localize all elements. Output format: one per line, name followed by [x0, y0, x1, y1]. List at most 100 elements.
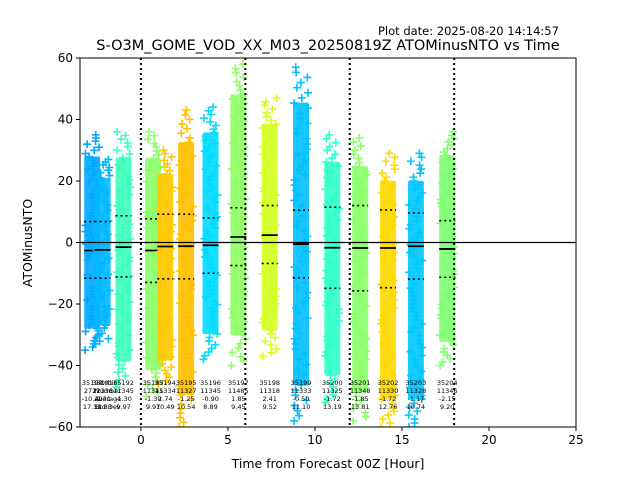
data-point — [187, 326, 196, 335]
data-point — [175, 423, 184, 427]
data-point — [391, 391, 400, 400]
data-point — [297, 93, 306, 102]
data-point — [182, 377, 191, 386]
data-point — [116, 334, 125, 343]
data-point — [188, 152, 197, 161]
data-point — [158, 173, 167, 182]
data-point — [269, 202, 278, 211]
data-point — [229, 112, 238, 121]
stat-row-label: Number — [95, 387, 121, 395]
orbit-stat-label: 12.76 — [379, 403, 398, 411]
data-point — [235, 108, 244, 117]
data-point — [350, 281, 359, 290]
data-point — [100, 291, 109, 300]
data-point — [321, 351, 330, 360]
data-point — [388, 399, 397, 408]
data-point — [154, 150, 163, 159]
data-point — [182, 312, 191, 321]
data-point — [187, 395, 196, 404]
data-point — [389, 276, 398, 285]
data-point — [101, 321, 110, 330]
data-point — [413, 232, 422, 241]
data-point — [115, 320, 124, 329]
data-point — [259, 150, 268, 159]
data-point — [236, 352, 245, 361]
data-point — [113, 268, 122, 277]
data-point — [405, 403, 414, 412]
data-point — [384, 335, 393, 344]
data-point — [409, 387, 418, 396]
data-point — [101, 187, 110, 196]
data-point — [359, 375, 368, 384]
data-point — [240, 265, 249, 274]
data-point — [266, 341, 275, 350]
data-point — [272, 221, 281, 230]
data-point — [125, 253, 134, 262]
data-point — [357, 367, 366, 376]
data-point — [238, 282, 247, 291]
data-point — [303, 73, 312, 82]
data-point — [240, 169, 249, 178]
data-point — [270, 247, 279, 256]
data-point — [154, 379, 163, 388]
data-point — [178, 142, 187, 151]
data-point — [113, 353, 122, 362]
data-point — [148, 235, 157, 244]
orbit-stat-label: -10.20 — [82, 395, 103, 403]
data-point — [145, 277, 154, 286]
data-point — [334, 305, 343, 314]
data-point — [161, 366, 170, 375]
data-point — [258, 123, 267, 132]
orbit-stat-label: -1.30 — [115, 395, 132, 403]
data-point — [385, 264, 394, 273]
orbit-stat-label: -1.85 — [352, 395, 369, 403]
data-point — [445, 185, 454, 194]
data-point — [361, 355, 370, 364]
data-point — [201, 245, 210, 254]
data-point — [352, 322, 361, 331]
orbit-stat-label: 35197 — [228, 379, 249, 387]
data-point — [383, 343, 392, 352]
data-point — [445, 246, 454, 255]
data-point — [81, 346, 90, 355]
data-point — [92, 281, 101, 290]
data-point — [354, 297, 363, 306]
data-point — [235, 130, 244, 139]
data-point — [185, 317, 194, 326]
data-point — [237, 226, 246, 235]
data-point — [232, 295, 241, 304]
data-point — [146, 319, 155, 328]
data-point — [228, 348, 237, 357]
data-point — [152, 369, 161, 378]
data-point — [158, 346, 167, 355]
data-point — [350, 384, 359, 393]
data-point — [353, 211, 362, 220]
data-point — [237, 182, 246, 191]
data-point — [298, 252, 307, 261]
data-point — [104, 155, 113, 164]
data-point — [209, 315, 218, 324]
data-point — [126, 235, 135, 244]
data-point — [162, 251, 171, 260]
data-point — [113, 146, 122, 155]
data-point — [381, 204, 390, 213]
data-point — [115, 275, 124, 284]
data-point — [261, 337, 270, 346]
data-point — [114, 338, 123, 347]
data-point — [239, 291, 248, 300]
data-point — [387, 351, 396, 360]
data-point — [355, 273, 364, 282]
data-point — [406, 157, 415, 166]
data-point — [390, 161, 399, 170]
data-point — [158, 230, 167, 239]
data-point — [119, 309, 128, 318]
data-point — [268, 105, 277, 114]
data-point — [177, 230, 186, 239]
data-point — [324, 212, 333, 221]
data-point — [324, 293, 333, 302]
data-point — [239, 213, 248, 222]
data-point — [178, 253, 187, 262]
data-point — [209, 307, 218, 316]
data-point — [405, 248, 414, 257]
